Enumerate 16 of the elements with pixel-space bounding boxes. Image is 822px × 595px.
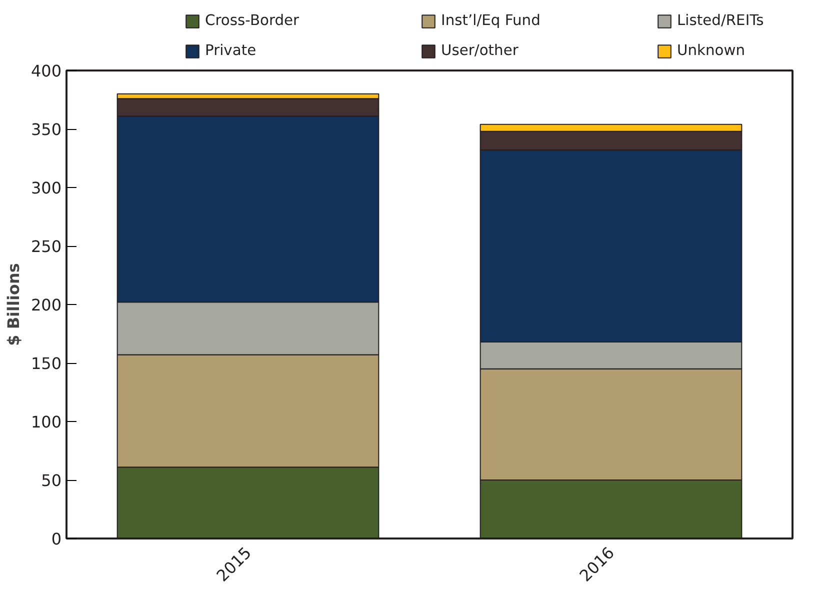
legend-label: Inst’l/Eq Fund xyxy=(441,12,542,29)
y-tick-label: 150 xyxy=(30,354,62,373)
y-tick-label: 400 xyxy=(30,62,62,80)
y-tick-label: 200 xyxy=(30,296,62,314)
y-tick-label: 50 xyxy=(41,471,62,490)
legend-label: Cross-Border xyxy=(205,12,300,29)
legend-label: Private xyxy=(205,42,258,59)
y-tick-label: 250 xyxy=(30,237,62,256)
legend-label: Unknown xyxy=(677,42,746,59)
legend-label: Listed/REITs xyxy=(677,12,765,29)
y-tick-label: 0 xyxy=(51,530,62,548)
y-tick-label: 300 xyxy=(30,178,62,198)
y-tick-label: 100 xyxy=(30,412,62,432)
y-tick-label: 350 xyxy=(30,120,62,139)
legend-label: User/other xyxy=(441,42,520,59)
y-axis-title: $ Billions xyxy=(4,263,23,346)
